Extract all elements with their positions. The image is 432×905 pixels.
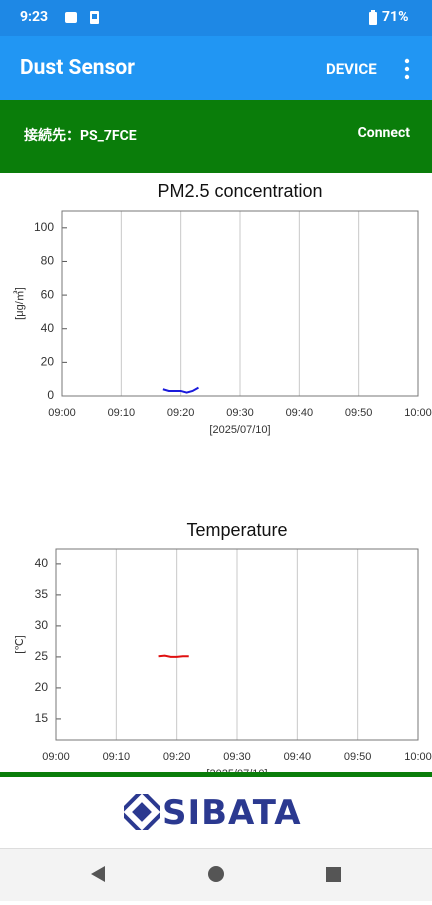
x-axis-label: [2025/07/10] <box>206 768 267 772</box>
y-tick-label: 20 <box>35 680 49 694</box>
charts: PM2.5 concentration 09:00 09:10 09:20 09:30 0… <box>13 181 432 772</box>
app-bar: Dust Sensor DEVICE <box>0 36 432 100</box>
y-tick-label: 40 <box>41 321 55 335</box>
x-tick-label: 09:10 <box>108 407 136 419</box>
x-tick-label: 09:50 <box>345 407 373 419</box>
connection-bar: 接続先：PS_7FCE Connect <box>0 100 432 173</box>
x-tick-label: 09:50 <box>344 751 372 763</box>
x-tick-label: 09:00 <box>48 407 76 419</box>
battery: 71% <box>382 9 409 25</box>
y-axis-label: [μg/㎥] <box>13 287 26 320</box>
data-line <box>162 386 199 394</box>
y-tick-label: 20 <box>41 355 55 369</box>
recents-button[interactable] <box>326 867 341 882</box>
logo-text: SIBATA <box>162 793 302 833</box>
nav-bar <box>0 848 432 901</box>
y-tick-label: 15 <box>35 711 49 725</box>
x-tick-label: 09:30 <box>223 751 251 763</box>
chart-title: Temperature <box>186 520 287 540</box>
x-tick-label: 09:20 <box>163 751 191 763</box>
time: 9:23 <box>20 9 49 25</box>
x-tick-label: 09:40 <box>286 407 314 419</box>
menu-button[interactable] <box>402 58 412 80</box>
y-tick-label: 40 <box>35 556 49 570</box>
y-tick-label: 35 <box>35 587 49 601</box>
x-tick-label: 09:00 <box>42 751 70 763</box>
divider <box>0 772 432 777</box>
plot-frame <box>55 548 419 741</box>
connection-target: 接続先：PS_7FCE <box>24 128 137 144</box>
footer: SIBATA <box>0 777 432 848</box>
y-axis-label: [℃] <box>14 635 26 653</box>
back-button[interactable] <box>91 866 105 882</box>
notification-icons <box>65 11 99 24</box>
device-button[interactable]: DEVICE <box>326 60 377 78</box>
y-tick-label: 25 <box>35 649 49 663</box>
x-tick-label: 09:40 <box>284 751 312 763</box>
status-bar: 9:23 71% <box>0 0 432 36</box>
x-tick-label: 09:10 <box>103 751 131 763</box>
data-line <box>158 654 189 658</box>
y-tick-label: 80 <box>41 254 55 268</box>
chart-title: PM2.5 concentration <box>157 181 322 201</box>
y-tick-label: 30 <box>35 618 49 632</box>
x-tick-label: 10:00 <box>404 751 432 763</box>
nav-buttons <box>91 866 341 882</box>
x-tick-label: 09:20 <box>167 407 195 419</box>
y-tick-label: 100 <box>34 220 54 234</box>
x-tick-label: 09:30 <box>226 407 254 419</box>
app-title: Dust Sensor <box>20 56 135 80</box>
logo-icon <box>124 794 160 830</box>
plot-frame <box>61 210 419 397</box>
y-tick-label: 60 <box>41 287 55 301</box>
battery-icon <box>369 10 377 25</box>
home-button[interactable] <box>208 866 224 882</box>
connect-button[interactable]: Connect <box>357 125 410 141</box>
x-axis-label: [2025/07/10] <box>209 424 270 436</box>
x-tick-label: 10:00 <box>404 407 432 419</box>
y-tick-label: 0 <box>47 388 54 402</box>
